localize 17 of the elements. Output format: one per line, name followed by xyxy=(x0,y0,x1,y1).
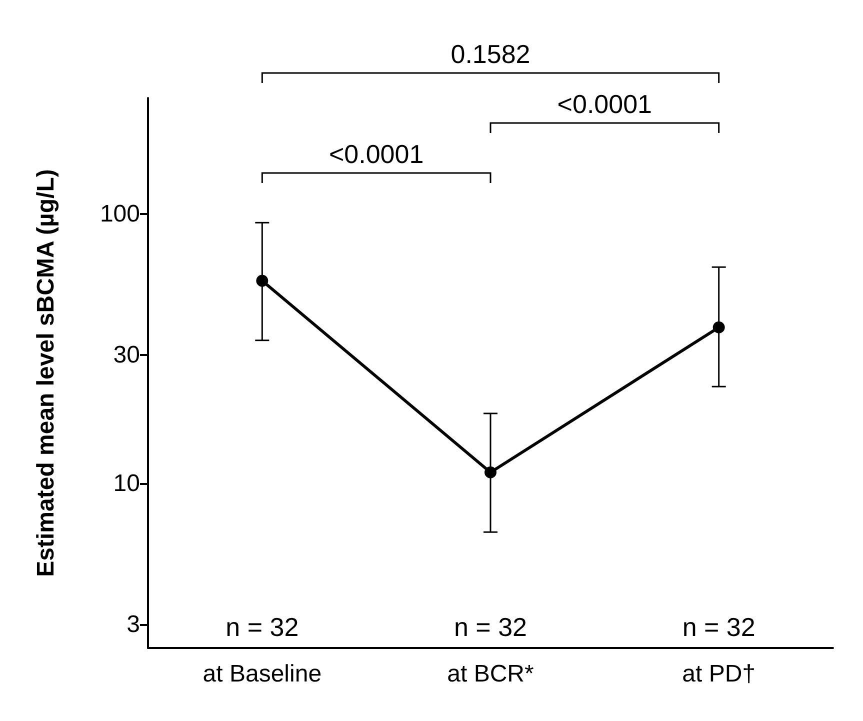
y-tick-label: 100 xyxy=(100,200,140,228)
point xyxy=(484,466,496,478)
annotation: <0.0001 xyxy=(557,89,652,119)
point xyxy=(256,274,268,287)
y-tick-label: 30 xyxy=(113,341,140,368)
y-tick-label: 10 xyxy=(113,470,140,497)
point xyxy=(712,321,725,334)
y-tick-label: 3 xyxy=(126,610,140,638)
annotation: n = 32 xyxy=(226,612,299,642)
annotation: <0.0001 xyxy=(328,139,424,169)
x-tick-label: at Baseline xyxy=(202,660,322,688)
y-axis-title: Estimated mean level sBCMA (µg/L) xyxy=(32,169,60,577)
x-tick-label: at BCR* xyxy=(447,660,534,688)
x-tick-label: at PD† xyxy=(682,660,756,688)
text: 0.1582 xyxy=(450,39,530,69)
annotation: n = 32 xyxy=(454,612,528,642)
annotation: n = 32 xyxy=(682,612,756,642)
